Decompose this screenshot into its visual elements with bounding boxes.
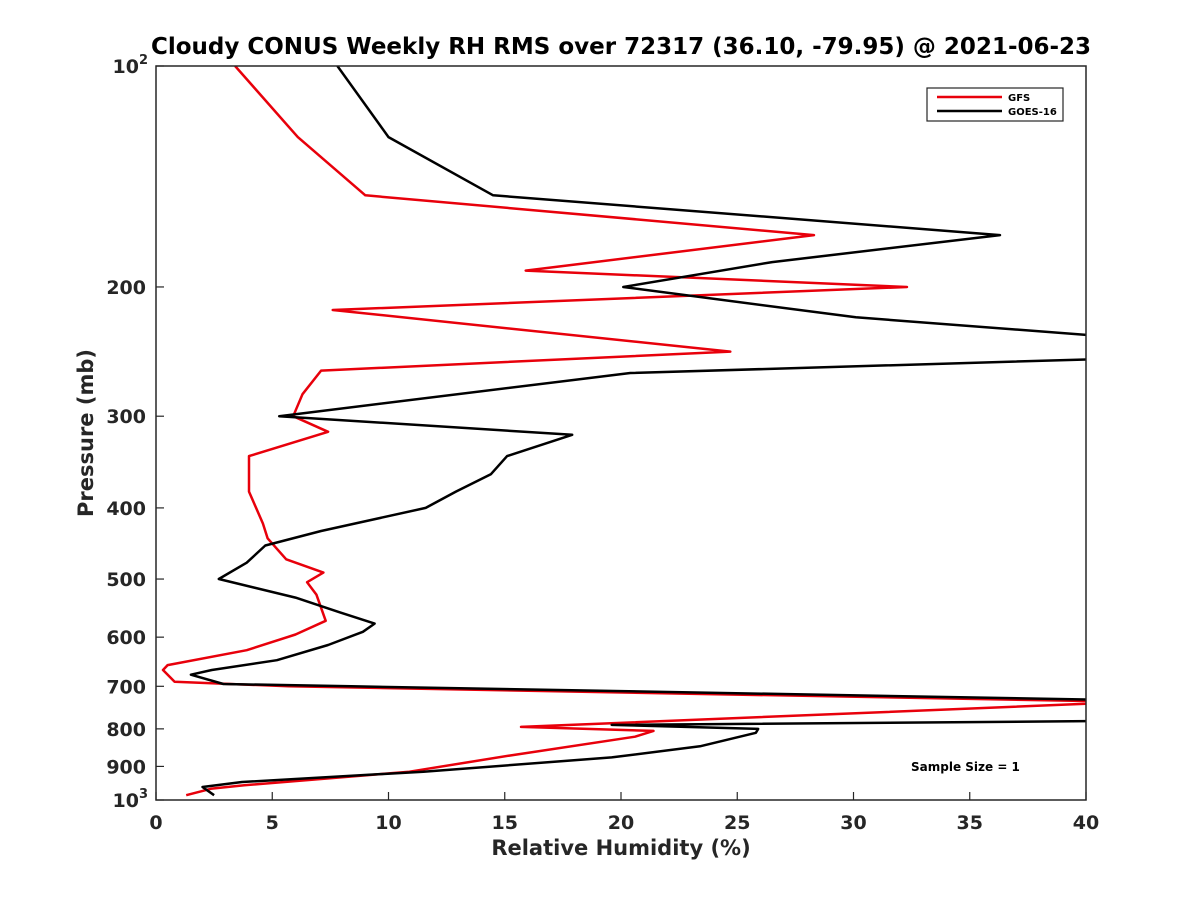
legend-label-gfs: GFS (1008, 93, 1030, 104)
x-tick-label: 20 (608, 812, 634, 834)
x-tick-label: 15 (492, 812, 518, 834)
series-line-goes16 (189, 66, 1086, 797)
y-tick-label: 800 (106, 719, 146, 741)
x-tick-label: 5 (266, 812, 279, 834)
ticks-layer: 0 5 10 15 20 25 30 35 40 102 200 300 400 500 600 700 800… (106, 53, 1099, 834)
x-tick-label: 40 (1073, 812, 1099, 834)
x-tick-label: 25 (724, 812, 750, 834)
series-layer (161, 66, 1086, 797)
y-axis-label: Pressure (mb) (74, 349, 98, 517)
series-line-gfs (161, 66, 1086, 797)
y-tick-label: 300 (106, 406, 146, 428)
chart-title: Cloudy CONUS Weekly RH RMS over 72317 (3… (151, 34, 1091, 60)
x-tick-label: 0 (149, 812, 162, 834)
sample-size-annotation: Sample Size = 1 (911, 760, 1020, 774)
y-tick-label: 103 (113, 787, 149, 812)
y-tick-label: 700 (106, 676, 146, 698)
y-tick-label: 900 (106, 756, 146, 778)
legend: GFS GOES-16 (926, 87, 1064, 122)
legend-box (926, 87, 1064, 122)
y-tick-label: 500 (106, 569, 146, 591)
x-axis-label: Relative Humidity (%) (491, 836, 750, 860)
legend-label-goes16: GOES-16 (1008, 107, 1057, 118)
y-tick-label: 102 (113, 53, 149, 78)
x-tick-label: 35 (957, 812, 983, 834)
x-tick-label: 30 (840, 812, 866, 834)
y-tick-label: 400 (106, 498, 146, 520)
y-tick-label: 600 (106, 627, 146, 649)
y-tick-label: 200 (106, 277, 146, 299)
x-tick-label: 10 (375, 812, 401, 834)
